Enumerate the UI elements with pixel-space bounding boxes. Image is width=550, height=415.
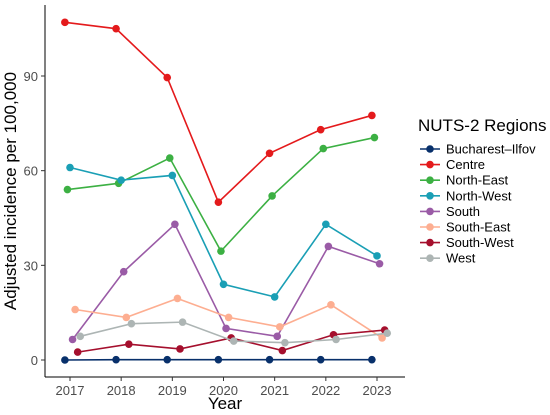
y-tick-label: 30 <box>24 258 38 273</box>
data-point <box>217 247 225 255</box>
data-point <box>219 280 228 289</box>
plot-area <box>61 18 392 364</box>
data-point <box>375 259 384 268</box>
legend-label: South-East <box>446 220 511 235</box>
legend-swatch-point <box>426 192 434 200</box>
data-point <box>275 323 284 331</box>
legend: NUTS-2 Regions Bucharest–IlfovCentreNort… <box>418 116 547 266</box>
data-point <box>68 335 77 344</box>
data-point <box>178 318 187 326</box>
x-tick-label: 2020 <box>209 383 238 398</box>
legend-item: Centre <box>420 157 485 172</box>
data-point <box>278 346 287 355</box>
legend-item: North-West <box>420 188 512 203</box>
legend-swatch-point <box>426 207 434 216</box>
data-point <box>222 324 230 333</box>
data-point <box>61 18 69 27</box>
legend-label: North-West <box>446 188 512 203</box>
x-tick-label: 2021 <box>260 383 289 398</box>
data-point <box>322 220 330 229</box>
data-point <box>171 220 179 229</box>
legend-swatch-point <box>426 238 434 247</box>
data-point <box>112 355 120 364</box>
legend-title: NUTS-2 Regions <box>418 116 547 135</box>
data-point <box>76 332 85 341</box>
data-point <box>61 356 69 364</box>
y-tick-label: 60 <box>24 164 38 179</box>
legend-label: South <box>446 204 480 219</box>
data-point <box>112 24 120 33</box>
y-axis: 0 30 60 90 <box>24 5 46 377</box>
data-point <box>368 111 376 120</box>
x-tick-label: 2019 <box>158 383 187 398</box>
legend-item: South-West <box>420 235 514 250</box>
data-point <box>214 355 223 364</box>
data-point <box>71 305 79 314</box>
legend-item: North-East <box>420 173 509 188</box>
x-tick-label: 2018 <box>107 383 136 398</box>
data-point <box>122 313 131 322</box>
data-point <box>268 192 276 200</box>
data-point <box>176 345 184 353</box>
data-point <box>229 337 238 345</box>
data-point <box>265 149 274 158</box>
series-line <box>69 166 378 298</box>
legend-item: West <box>420 251 476 266</box>
legend-item: Bucharest–Ilfov <box>420 142 536 157</box>
data-point <box>319 144 328 153</box>
data-point <box>173 294 182 303</box>
legend-item: South-East <box>420 220 511 235</box>
legend-item: South <box>420 204 480 219</box>
legend-label: Centre <box>446 157 485 172</box>
data-point <box>373 252 381 260</box>
data-point <box>163 73 172 82</box>
data-point <box>270 293 279 301</box>
data-point <box>66 163 74 172</box>
data-point <box>332 335 340 344</box>
x-axis: 2017 2018 2019 2020 2021 2022 2023 <box>45 376 405 398</box>
data-point <box>165 154 174 162</box>
data-point <box>127 319 136 328</box>
legend-label: Bucharest–Ilfov <box>446 142 536 157</box>
x-tick-label: 2023 <box>363 383 392 398</box>
legend-swatch-point <box>426 254 434 262</box>
data-point <box>63 185 72 194</box>
data-point <box>383 329 392 337</box>
data-point <box>265 355 274 364</box>
data-point <box>316 125 325 134</box>
data-point <box>273 332 282 341</box>
y-tick-label: 90 <box>24 69 38 84</box>
data-point <box>214 198 223 207</box>
legend-swatch-point <box>426 145 434 153</box>
data-point <box>370 133 379 142</box>
data-point <box>324 242 333 251</box>
data-point <box>125 340 133 349</box>
y-tick-label: 0 <box>31 353 38 368</box>
data-point <box>224 313 233 322</box>
data-point <box>168 171 177 180</box>
series-line <box>64 21 373 204</box>
legend-swatch-point <box>426 176 434 184</box>
legend-swatch-point <box>426 160 434 169</box>
data-point <box>378 334 386 342</box>
legend-label: West <box>446 251 476 266</box>
data-point <box>368 355 376 364</box>
data-point <box>281 338 289 347</box>
x-tick-label: 2017 <box>56 383 85 398</box>
data-point <box>163 355 172 364</box>
data-point <box>316 355 325 364</box>
legend-label: South-West <box>446 235 514 250</box>
series-line <box>67 136 375 253</box>
x-axis-title: Year <box>208 394 243 413</box>
legend-swatch-point <box>426 223 434 231</box>
data-point <box>119 267 128 276</box>
y-axis-title: Adjusted incidence per 100,000 <box>1 72 20 310</box>
x-tick-label: 2022 <box>311 383 340 398</box>
data-point <box>73 348 82 356</box>
data-point <box>117 176 125 184</box>
data-point <box>327 300 335 309</box>
legend-label: North-East <box>446 173 509 188</box>
